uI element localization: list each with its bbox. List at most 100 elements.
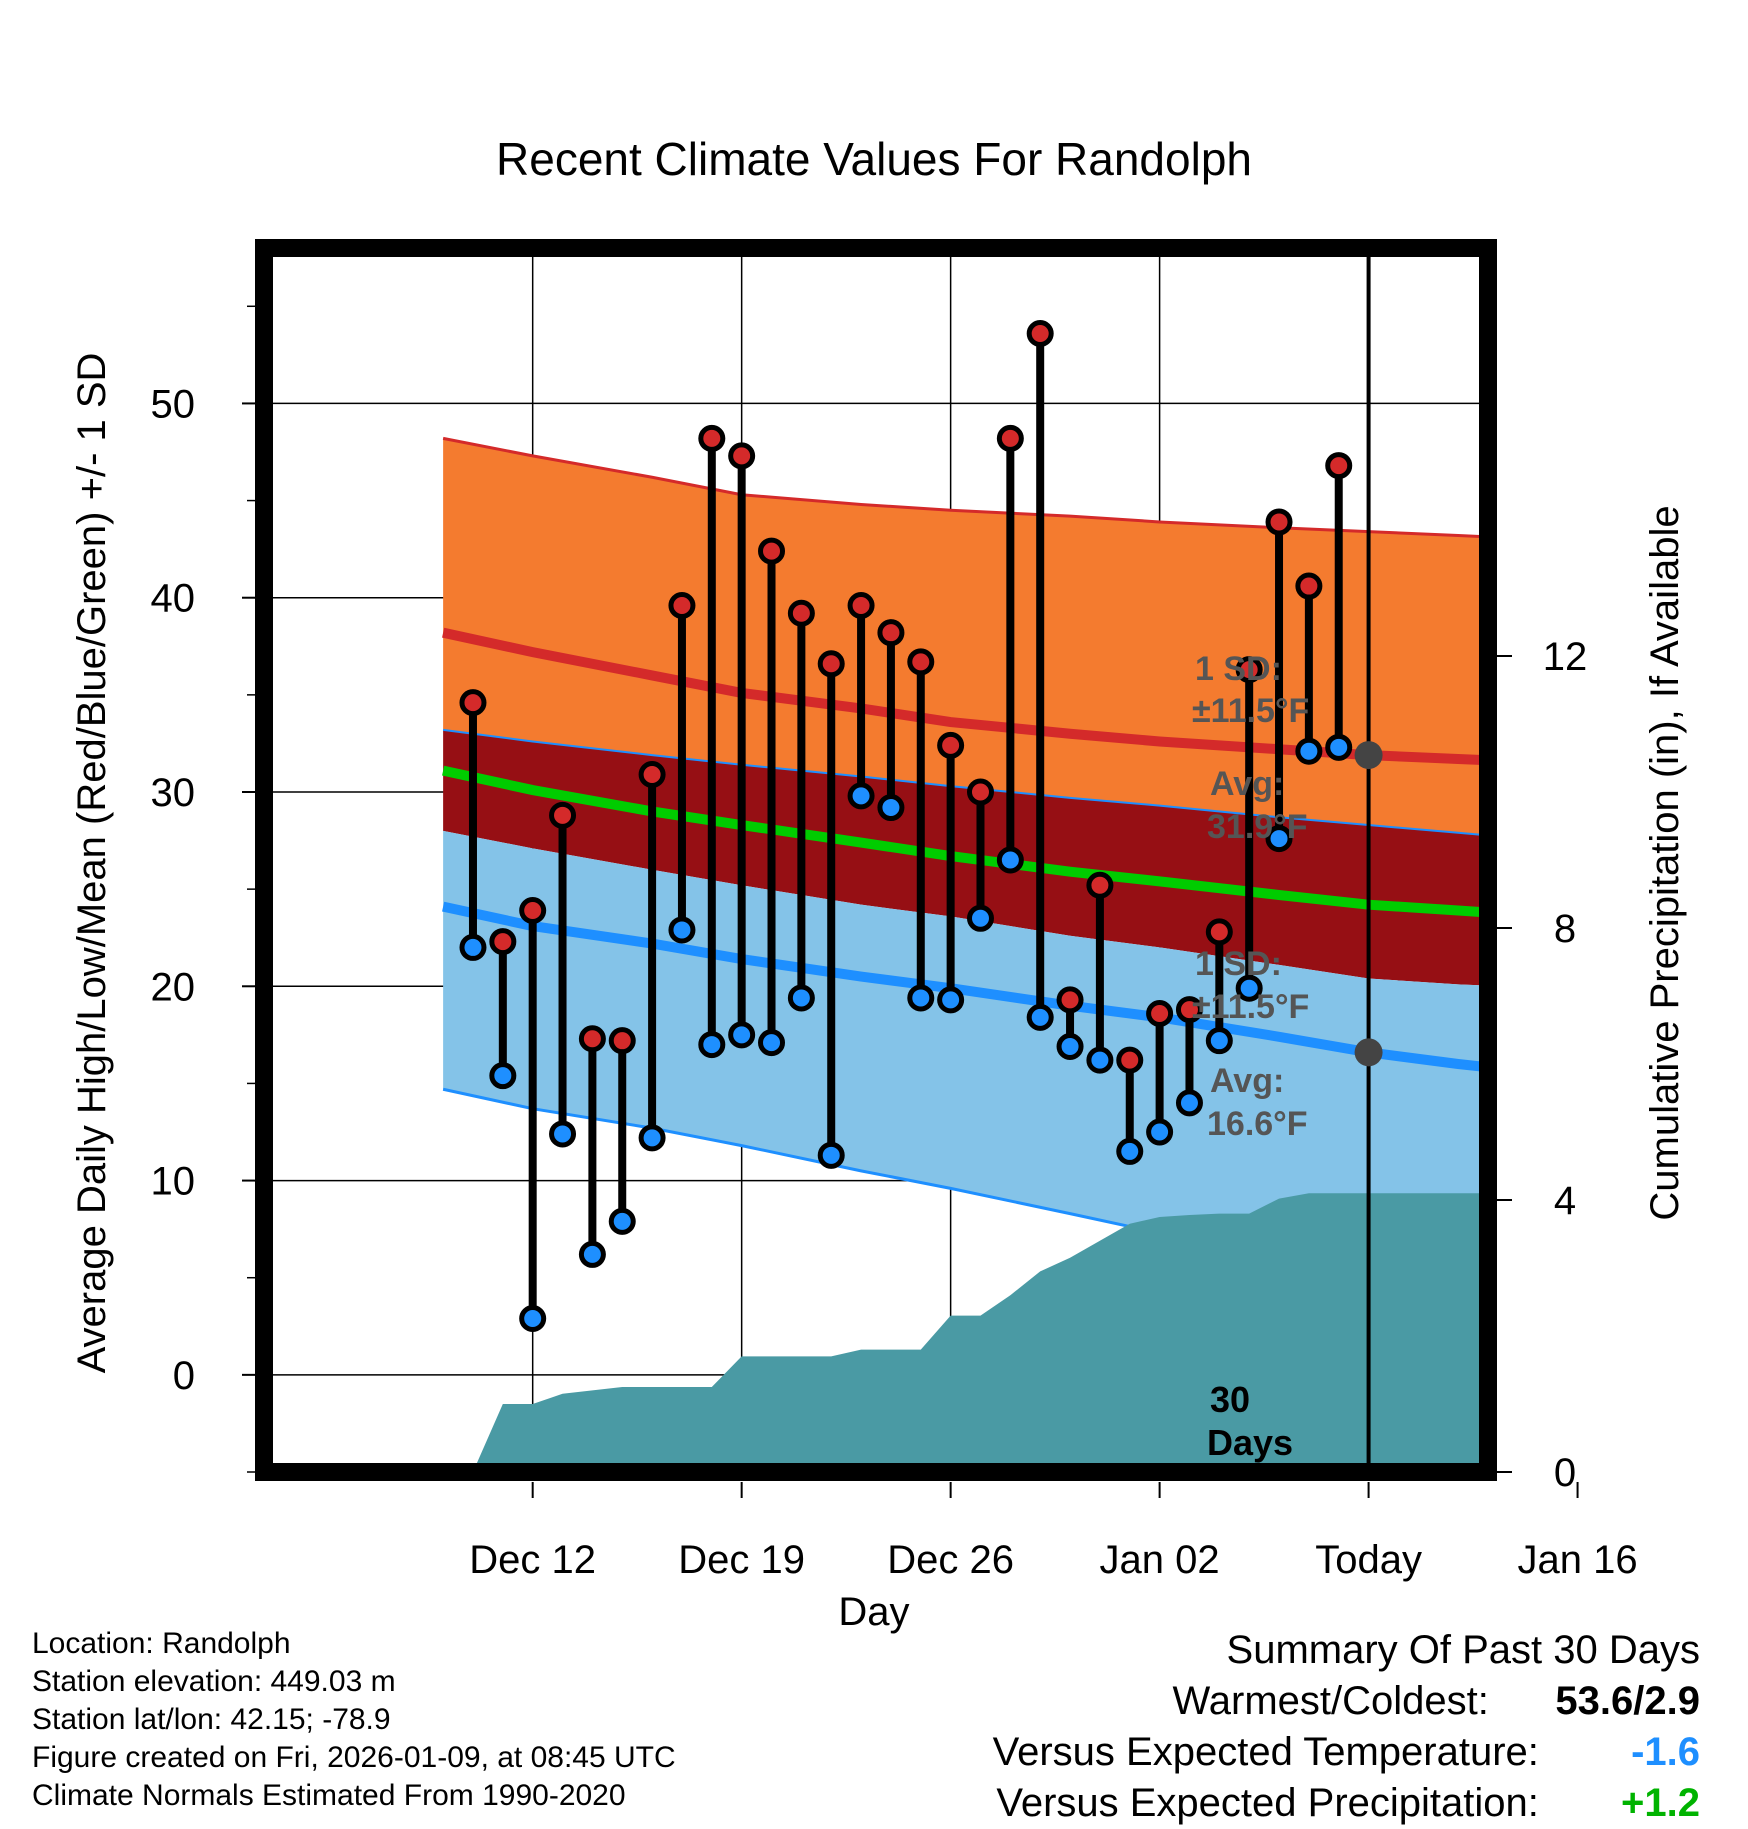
temp-anomaly-value: -1.6 — [1631, 1730, 1700, 1774]
y-left-tick-label: 40 — [151, 577, 196, 621]
mean-upper-line — [442, 728, 1488, 837]
high-temp-point — [1056, 986, 1084, 1014]
high-temp-point — [907, 648, 935, 676]
x-tick-label: Dec 19 — [678, 1538, 805, 1582]
days-label-number: 30 — [1210, 1379, 1250, 1420]
precip-anomaly-value: +1.2 — [1621, 1781, 1700, 1825]
high-sd-label: 1 SD: — [1195, 650, 1282, 688]
high-temp-point — [608, 1027, 636, 1055]
high-temp-point — [877, 619, 905, 647]
low-temp-point — [578, 1240, 606, 1268]
low-temp-point — [549, 1120, 577, 1148]
high-temp-point — [1265, 508, 1293, 536]
low-temp-point — [1116, 1137, 1144, 1165]
high-avg-marker — [1354, 741, 1383, 770]
high-temp-point — [489, 928, 517, 956]
warm-cold-value: 53.6/2.9 — [1555, 1679, 1700, 1723]
high-avg-label: Avg: — [1210, 765, 1284, 803]
high-temp-point — [459, 689, 487, 717]
low-sd-value: ±11.5°F — [1192, 988, 1309, 1026]
chart-title: Recent Climate Values For Randolph — [496, 133, 1252, 185]
high-avg-line — [442, 627, 1488, 766]
summary-panel: Summary Of Past 30 Days Warmest/Coldest:… — [993, 1625, 1700, 1829]
temp-anomaly-label: Versus Expected Temperature: — [992, 1730, 1539, 1774]
y-axis-left-label: Average Daily High/Low/Mean (Red/Blue/Gr… — [70, 353, 114, 1374]
low-temp-point — [847, 782, 875, 810]
precip-area — [472, 1193, 1488, 1472]
low-temp-point — [1205, 1027, 1233, 1055]
low-temp-point — [1026, 1003, 1054, 1031]
y-axis-right-label: Cumulative Precipitation (in), If Availa… — [1643, 505, 1687, 1220]
y-left-tick-label: 20 — [151, 965, 196, 1009]
low-temp-point — [459, 933, 487, 961]
plot-area: 1 SD: ±11.5°F Avg: 31.9°F 1 SD: ±11.5°F Avg: 16… — [151, 239, 1638, 1582]
high-temp-point — [847, 591, 875, 619]
low-sd-label: 1 SD: — [1195, 945, 1282, 983]
high-sd-value: ±11.5°F — [1192, 692, 1309, 730]
low-temp-point — [489, 1062, 517, 1090]
summary-precip: Versus Expected Precipitation: +1.2 — [993, 1778, 1700, 1829]
x-tick-label: Dec 12 — [469, 1538, 596, 1582]
high-temp-point — [698, 424, 726, 452]
low-temp-point — [728, 1021, 756, 1049]
low-sd-band — [443, 830, 1488, 1278]
low-temp-point — [638, 1124, 666, 1152]
y-right-tick-label: 4 — [1554, 1179, 1576, 1223]
y-right-tick-label: 8 — [1554, 907, 1576, 951]
precip-anomaly-label: Versus Expected Precipitation: — [996, 1781, 1539, 1825]
high-temp-point — [966, 778, 994, 806]
plot-inner — [264, 248, 1488, 1472]
x-tick-label: Dec 26 — [887, 1538, 1014, 1582]
high-temp-point — [728, 442, 756, 470]
low-temp-point — [996, 846, 1024, 874]
y-left-tick-label: 50 — [151, 382, 196, 426]
plot-frame — [255, 239, 1497, 1481]
low-temp-point — [668, 916, 696, 944]
low-temp-point — [1086, 1046, 1114, 1074]
low-avg-value: 16.6°F — [1207, 1105, 1308, 1143]
low-temp-point — [1146, 1118, 1174, 1146]
high-temp-point — [549, 801, 577, 829]
x-tick-label: Jan 16 — [1518, 1538, 1638, 1582]
high-temp-point — [1295, 572, 1323, 600]
low-temp-point — [698, 1031, 726, 1059]
low-temp-point — [1056, 1033, 1084, 1061]
y-left-tick-label: 0 — [173, 1354, 195, 1398]
daily-bars — [459, 319, 1353, 1333]
elevation-text: Station elevation: 449.03 m — [32, 1665, 396, 1698]
low-temp-point — [966, 904, 994, 932]
high-temp-point — [1325, 452, 1353, 480]
low-temp-point — [907, 984, 935, 1012]
high-avg-value: 31.9°F — [1207, 808, 1308, 846]
low-temp-point — [937, 986, 965, 1014]
high-temp-point — [638, 761, 666, 789]
high-temp-point — [1175, 996, 1203, 1024]
high-temp-point — [1086, 871, 1114, 899]
low-temp-point — [758, 1029, 786, 1057]
station-info: Location: Randolph Station elevation: 44… — [32, 1625, 676, 1815]
low-avg-marker — [1354, 1038, 1383, 1067]
low-temp-point — [1295, 737, 1323, 765]
normals-text: Climate Normals Estimated From 1990-2020 — [32, 1779, 626, 1812]
warm-cold-label: Warmest/Coldest: — [1172, 1679, 1489, 1723]
summary-temp: Versus Expected Temperature: -1.6 — [993, 1727, 1700, 1778]
created-text: Figure created on Fri, 2026-01-09, at 08… — [32, 1741, 676, 1774]
x-axis-label: Day — [838, 1590, 909, 1634]
high-temp-point — [519, 897, 547, 925]
high-temp-point — [578, 1025, 606, 1053]
low-temp-point — [1325, 733, 1353, 761]
high-temp-point — [817, 650, 845, 678]
high-temp-point — [937, 731, 965, 759]
low-temp-point — [1265, 825, 1293, 853]
location-text: Location: Randolph — [32, 1627, 291, 1660]
high-temp-point — [787, 599, 815, 627]
high-upper-line — [442, 436, 1488, 539]
low-temp-point — [817, 1141, 845, 1169]
high-temp-point — [1146, 999, 1174, 1027]
x-tick-label: Today — [1315, 1538, 1422, 1582]
high-temp-point — [1116, 1046, 1144, 1074]
days-label-text: Days — [1207, 1422, 1293, 1463]
low-temp-point — [1175, 1089, 1203, 1117]
low-avg-label: Avg: — [1210, 1062, 1284, 1100]
